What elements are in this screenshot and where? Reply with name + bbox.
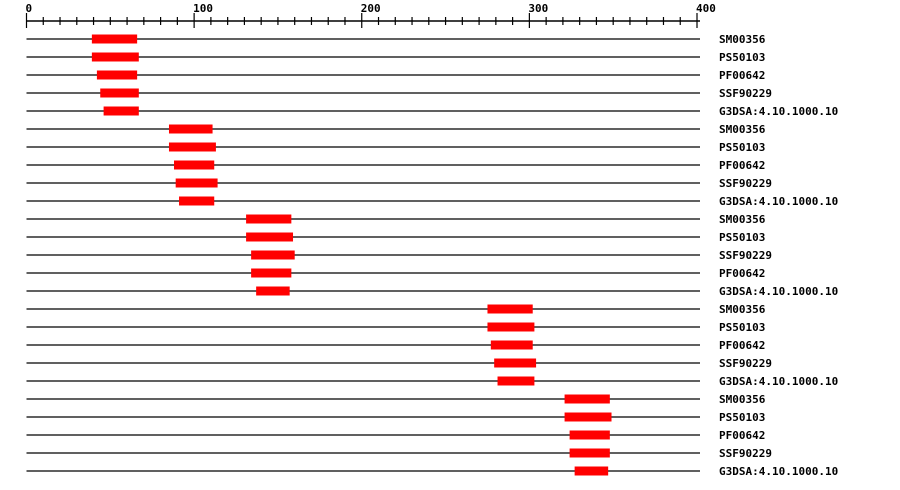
track-label: SSF90229 xyxy=(719,177,772,190)
track-label: SM00356 xyxy=(719,213,766,226)
domain-bar xyxy=(569,448,610,458)
domain-bar xyxy=(564,412,612,422)
track-label: SSF90229 xyxy=(719,447,772,460)
track-label: PF00642 xyxy=(719,159,765,172)
track-label: PS50103 xyxy=(719,411,765,424)
domain-bar xyxy=(175,178,218,188)
track-label: PF00642 xyxy=(719,69,765,82)
domain-bar xyxy=(179,196,215,206)
domain-bar xyxy=(487,304,533,314)
track-label: G3DSA:4.10.1000.10 xyxy=(719,375,838,388)
track-label: SM00356 xyxy=(719,123,766,136)
track-label: SM00356 xyxy=(719,33,766,46)
track-label: PS50103 xyxy=(719,321,765,334)
domain-bar xyxy=(487,322,535,332)
domain-bar xyxy=(246,232,294,242)
track-label: G3DSA:4.10.1000.10 xyxy=(719,195,838,208)
track-label: PS50103 xyxy=(719,231,765,244)
domain-bar xyxy=(103,106,139,116)
domain-bar xyxy=(100,88,139,98)
track-label: SSF90229 xyxy=(719,87,772,100)
domain-bar xyxy=(168,142,216,152)
track-label: SSF90229 xyxy=(719,357,772,370)
domain-bar xyxy=(564,394,610,404)
track-label: G3DSA:4.10.1000.10 xyxy=(719,285,838,298)
domain-bar xyxy=(494,358,537,368)
track-label: PS50103 xyxy=(719,51,765,64)
track-label: PF00642 xyxy=(719,429,765,442)
track-label: PS50103 xyxy=(719,141,765,154)
domain-bar xyxy=(251,268,292,278)
axis-tick-label: 0 xyxy=(26,2,33,15)
track-label: PF00642 xyxy=(719,339,765,352)
domain-bar xyxy=(490,340,533,350)
track-label: G3DSA:4.10.1000.10 xyxy=(719,465,838,478)
domain-bar xyxy=(251,250,295,260)
domain-bar xyxy=(91,34,138,44)
domain-bar xyxy=(574,466,609,476)
domain-bar xyxy=(96,70,138,80)
track-label: SSF90229 xyxy=(719,249,772,262)
domain-bar xyxy=(91,52,139,62)
domain-bar xyxy=(168,124,213,134)
axis-tick-label: 400 xyxy=(696,2,716,15)
domain-bar xyxy=(246,214,292,224)
domain-bar xyxy=(497,376,535,386)
domain-bar xyxy=(256,286,290,296)
axis-tick-label: 200 xyxy=(361,2,381,15)
track-label: PF00642 xyxy=(719,267,765,280)
track-label: G3DSA:4.10.1000.10 xyxy=(719,105,838,118)
track-label: SM00356 xyxy=(719,303,766,316)
axis-tick-label: 100 xyxy=(193,2,213,15)
axis-tick-label: 300 xyxy=(528,2,548,15)
track-label: SM00356 xyxy=(719,393,766,406)
domain-bar xyxy=(569,430,610,440)
domain-bar xyxy=(174,160,215,170)
